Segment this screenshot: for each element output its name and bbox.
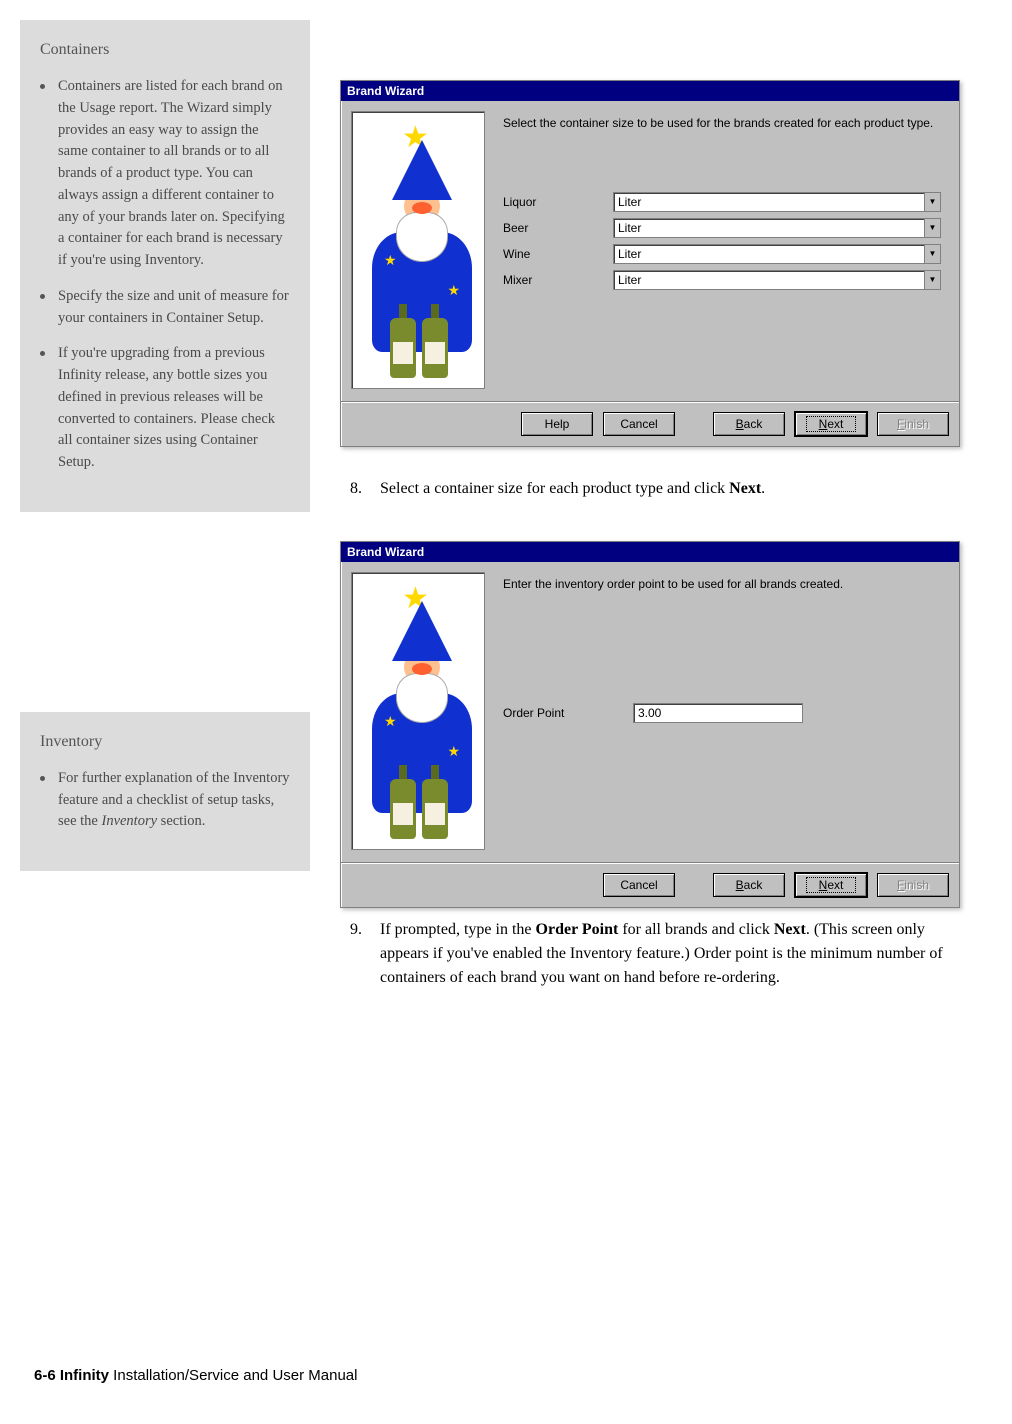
next-button[interactable]: Next	[795, 412, 867, 436]
step-text: Select a container size for each product…	[380, 477, 765, 501]
beer-select[interactable]: Liter ▼	[613, 218, 941, 238]
help-button[interactable]: Help	[521, 412, 593, 436]
form-label: Mixer	[503, 273, 613, 287]
back-button[interactable]: Back	[713, 412, 785, 436]
text: section.	[157, 813, 205, 829]
form-label: Order Point	[503, 706, 633, 720]
sidebar-title: Containers	[40, 38, 290, 62]
sidebar-title: Inventory	[40, 730, 290, 754]
sidebar-item: Specify the size and unit of measure for…	[40, 286, 290, 330]
select-value: Liter	[614, 195, 924, 209]
dialog-instruction: Enter the inventory order point to be us…	[503, 576, 941, 593]
step-text: If prompted, type in the Order Point for…	[380, 918, 960, 990]
cancel-button[interactable]: Cancel	[603, 873, 675, 897]
sidebar-block-containers: Containers Containers are listed for eac…	[20, 20, 310, 512]
select-value: Liter	[614, 221, 924, 235]
brand-wizard-dialog-orderpoint: Brand Wizard ★ Enter the inventory order…	[340, 541, 960, 908]
brand-wizard-dialog-containers: Brand Wizard ★ Select the container size…	[340, 80, 960, 447]
container-row-beer: Beer Liter ▼	[503, 218, 941, 238]
step-9: 9. If prompted, type in the Order Point …	[340, 918, 960, 990]
back-button[interactable]: Back	[713, 873, 785, 897]
dialog-footer: Help Cancel Back Next Finish	[341, 401, 959, 446]
text-italic: Inventory	[101, 813, 157, 829]
select-value: Liter	[614, 247, 924, 261]
main-content: Brand Wizard ★ Select the container size…	[340, 20, 992, 1030]
page-footer: 6-6 Infinity Installation/Service and Us…	[34, 1367, 357, 1384]
cancel-button[interactable]: Cancel	[603, 412, 675, 436]
dialog-footer: Cancel Back Next Finish	[341, 862, 959, 907]
order-point-row: Order Point 3.00	[503, 703, 941, 723]
liquor-select[interactable]: Liter ▼	[613, 192, 941, 212]
sidebar-block-inventory: Inventory For further explanation of the…	[20, 712, 310, 871]
form-label: Wine	[503, 247, 613, 261]
form-label: Liquor	[503, 195, 613, 209]
dialog-titlebar: Brand Wizard	[341, 542, 959, 562]
sidebar: Containers Containers are listed for eac…	[20, 20, 310, 1030]
container-row-liquor: Liquor Liter ▼	[503, 192, 941, 212]
sidebar-item: For further explanation of the Inventory…	[40, 768, 290, 833]
next-button[interactable]: Next	[795, 873, 867, 897]
chevron-down-icon[interactable]: ▼	[924, 193, 940, 211]
mixer-select[interactable]: Liter ▼	[613, 270, 941, 290]
container-row-mixer: Mixer Liter ▼	[503, 270, 941, 290]
step-number: 9.	[350, 918, 366, 990]
sidebar-item: If you're upgrading from a previous Infi…	[40, 343, 290, 474]
input-value: 3.00	[638, 706, 661, 720]
wizard-illustration: ★	[351, 572, 485, 850]
wine-select[interactable]: Liter ▼	[613, 244, 941, 264]
container-row-wine: Wine Liter ▼	[503, 244, 941, 264]
order-point-input[interactable]: 3.00	[633, 703, 803, 723]
sidebar-item: Containers are listed for each brand on …	[40, 76, 290, 272]
finish-button: Finish	[877, 412, 949, 436]
step-number: 8.	[350, 477, 366, 501]
select-value: Liter	[614, 273, 924, 287]
wizard-illustration: ★	[351, 111, 485, 389]
finish-button: Finish	[877, 873, 949, 897]
form-label: Beer	[503, 221, 613, 235]
step-8: 8. Select a container size for each prod…	[340, 477, 960, 501]
chevron-down-icon[interactable]: ▼	[924, 271, 940, 289]
chevron-down-icon[interactable]: ▼	[924, 219, 940, 237]
chevron-down-icon[interactable]: ▼	[924, 245, 940, 263]
dialog-instruction: Select the container size to be used for…	[503, 115, 941, 132]
dialog-titlebar: Brand Wizard	[341, 81, 959, 101]
